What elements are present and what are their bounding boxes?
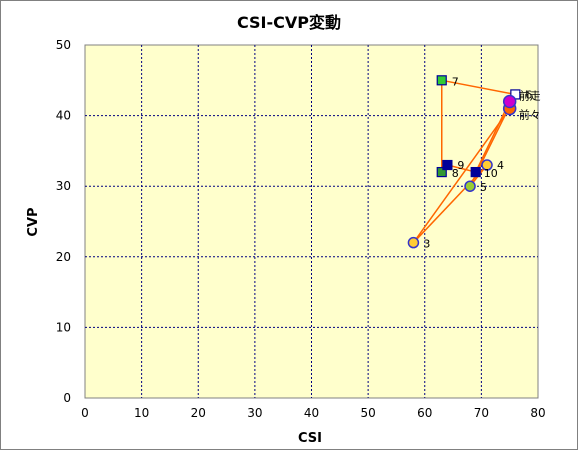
point-label-10: 10 [484,167,498,180]
point-label-8: 8 [452,167,459,180]
x-tick-label: 0 [81,406,89,420]
point-marker-9 [442,159,453,171]
point-label-前走: 前走 [519,88,541,102]
point-label-7: 7 [452,75,459,88]
point-label-9: 9 [457,159,464,172]
y-tick-label: 40 [56,109,71,123]
point-marker-3 [407,236,420,249]
y-tick-label: 10 [56,320,71,334]
y-axis-title: CVP [26,207,41,236]
point-marker-4 [481,159,493,171]
point-marker-10 [470,166,481,178]
point-label-3: 3 [423,238,430,251]
grid-lines [85,45,538,398]
y-tick-label: 50 [56,38,71,52]
trajectory-segment [475,101,511,173]
tick-labels: 0 10 20 30 40 50 60 70 80 0 10 20 30 40 50 [56,38,546,420]
trajectory-segment [441,79,516,96]
x-tick-label: 70 [474,406,489,420]
y-tick-label: 20 [56,250,71,264]
point-label-6: 6 [525,88,532,101]
chart-title: CSI-CVP変動 [237,13,341,32]
point-label-4: 4 [497,159,504,172]
x-tick-label: 80 [530,406,545,420]
y-tick-label: 30 [56,179,71,193]
x-tick-label: 10 [134,406,149,420]
point-marker-5 [464,180,476,192]
point-label-前々: 前々 [519,108,541,122]
point-marker-8 [436,166,447,178]
x-tick-label: 40 [304,406,319,420]
y-tick-label: 0 [63,391,71,405]
point-marker-前走 [502,94,517,109]
x-tick-label: 30 [247,406,262,420]
x-tick-label: 20 [191,406,206,420]
x-axis-title: CSI [298,431,322,446]
point-marker-7 [436,75,447,86]
x-tick-label: 50 [360,406,375,420]
point-label-5: 5 [480,181,487,194]
x-tick-label: 60 [417,406,432,420]
trajectory-segment [412,108,511,244]
